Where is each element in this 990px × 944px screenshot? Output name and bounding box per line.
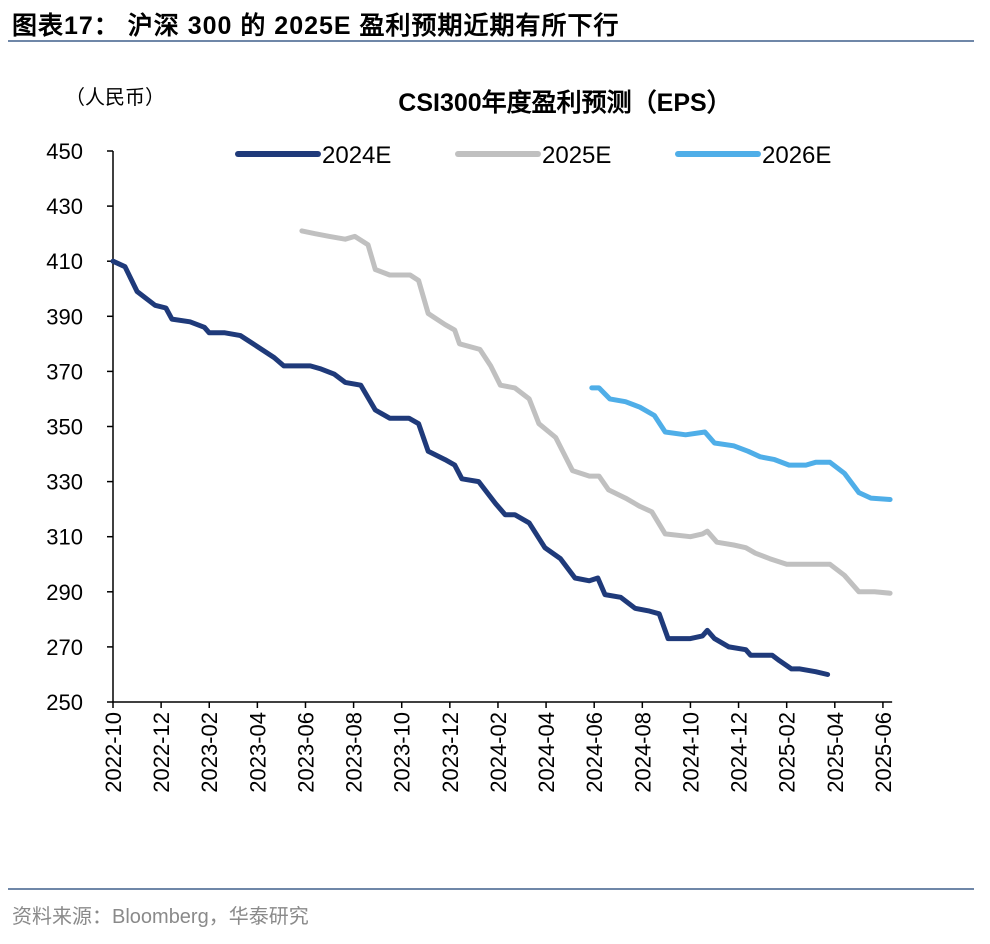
- legend-label: 2024E: [322, 142, 391, 169]
- legend-label: 2025E: [542, 142, 611, 169]
- y-tick-label: 410: [46, 249, 83, 274]
- x-tick-label: 2023-12: [438, 712, 463, 793]
- series-line-2025E: [299, 228, 893, 596]
- title-divider: [8, 40, 974, 42]
- x-tick-label: 2025-06: [871, 712, 896, 793]
- footer-divider: [8, 888, 974, 890]
- y-tick-label: 330: [46, 470, 83, 495]
- x-tick-label: 2024-10: [678, 712, 703, 793]
- x-tick-label: 2024-06: [582, 712, 607, 793]
- x-tick-label: 2025-04: [823, 712, 848, 793]
- x-tick-label: 2024-04: [534, 712, 559, 793]
- y-tick-label: 270: [46, 635, 83, 660]
- unit-label: （人民币）: [65, 86, 165, 109]
- y-tick-label: 390: [46, 304, 83, 329]
- y-tick-label: 290: [46, 580, 83, 605]
- x-tick-label: 2023-06: [293, 712, 318, 793]
- y-tick-label: 370: [46, 359, 83, 384]
- legend-label: 2026E: [762, 142, 831, 169]
- chart-title: CSI300年度盈利预测（EPS）: [398, 88, 731, 117]
- source-note: 资料来源：Bloomberg，华泰研究: [12, 906, 309, 928]
- x-tick-label: 2023-02: [197, 712, 222, 793]
- x-tick-label: 2024-02: [486, 712, 511, 793]
- x-tick-label: 2024-12: [727, 712, 752, 793]
- x-tick-label: 2022-10: [101, 712, 126, 793]
- series-line-2026E: [589, 385, 893, 502]
- x-tick-label: 2023-04: [245, 712, 270, 793]
- x-tick-label: 2023-08: [342, 712, 367, 793]
- figure-title: 图表17： 沪深 300 的 2025E 盈利预期近期有所下行: [12, 12, 620, 40]
- x-tick-label: 2024-08: [630, 712, 655, 793]
- y-tick-label: 450: [46, 139, 83, 164]
- y-tick-label: 310: [46, 525, 83, 550]
- x-tick-label: 2022-12: [149, 712, 174, 793]
- x-tick-label: 2025-02: [775, 712, 800, 793]
- x-tick-label: 2023-10: [390, 712, 415, 793]
- y-tick-label: 430: [46, 194, 83, 219]
- y-tick-label: 250: [46, 690, 83, 715]
- y-tick-label: 350: [46, 415, 83, 440]
- series-line-2024E: [110, 258, 831, 677]
